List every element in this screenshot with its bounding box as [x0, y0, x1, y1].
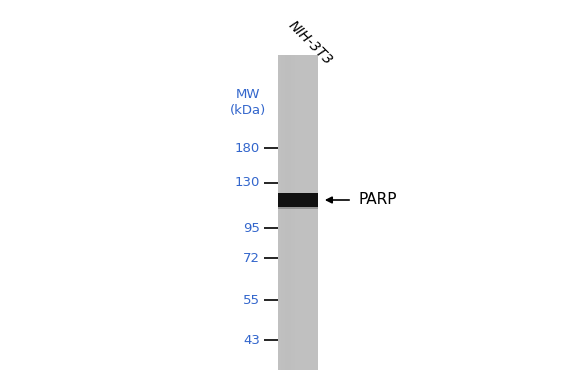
Text: 43: 43 — [243, 333, 260, 347]
Bar — [292, 55, 294, 370]
Bar — [278, 55, 281, 370]
Bar — [288, 55, 292, 370]
Text: PARP: PARP — [358, 192, 396, 208]
Text: 130: 130 — [235, 177, 260, 189]
Text: 95: 95 — [243, 222, 260, 234]
Bar — [285, 55, 288, 370]
Bar — [281, 55, 285, 370]
Text: MW
(kDa): MW (kDa) — [230, 88, 266, 117]
Text: 72: 72 — [243, 251, 260, 265]
Bar — [278, 55, 318, 370]
Text: NIH-3T3: NIH-3T3 — [285, 18, 335, 68]
Bar — [278, 193, 318, 207]
Bar — [278, 207, 318, 209]
Bar — [294, 55, 298, 370]
Text: 180: 180 — [235, 141, 260, 155]
Text: 55: 55 — [243, 293, 260, 307]
